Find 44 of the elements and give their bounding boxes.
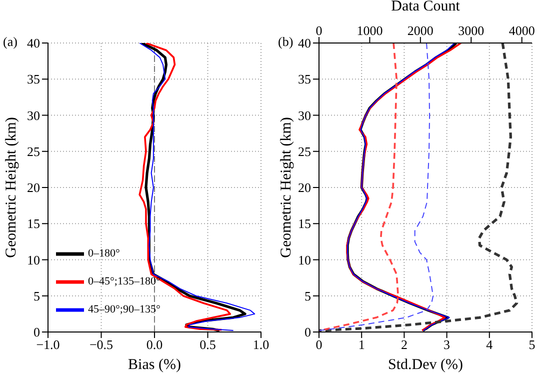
legend-label: 45–90°;90–135° bbox=[88, 304, 160, 316]
y-tick-label: 35 bbox=[298, 72, 311, 87]
x-tick-label: −0.5 bbox=[89, 337, 114, 352]
x-tick-label: 0.0 bbox=[146, 337, 163, 352]
x-axis-title: Std.Dev (%) bbox=[388, 357, 463, 373]
y-tick-label: 15 bbox=[27, 216, 40, 232]
y-axis-title: Geometric Height (km) bbox=[3, 117, 20, 258]
x-tick-label: 0 bbox=[316, 337, 322, 352]
x2-axis-title: Data Count bbox=[391, 0, 461, 15]
chart-title: (b) bbox=[278, 34, 294, 50]
y-tick-label: 0 bbox=[34, 324, 40, 340]
y-tick-label: 30 bbox=[27, 108, 40, 123]
legend-label: 0–180° bbox=[88, 248, 120, 260]
x-tick-label: 4 bbox=[486, 337, 494, 352]
legend-label: 0–45°;135–180° bbox=[88, 276, 160, 288]
y-tick-label: 25 bbox=[298, 144, 311, 159]
y-tick-label: 0 bbox=[304, 324, 311, 340]
x-tick-label: 0.5 bbox=[200, 337, 216, 352]
y-tick-label: 35 bbox=[27, 72, 40, 87]
y-tick-label: 10 bbox=[298, 252, 311, 268]
y-tick-label: 30 bbox=[298, 108, 311, 123]
x-tick-label: 3 bbox=[444, 337, 450, 352]
y-tick-label: 15 bbox=[298, 216, 311, 232]
x2-tick-label: 3000 bbox=[458, 23, 484, 38]
x-tick-label: 1.0 bbox=[252, 337, 270, 352]
x2-tick-label: 0 bbox=[316, 23, 322, 38]
y-tick-label: 25 bbox=[27, 144, 40, 159]
x-tick-label: −1.0 bbox=[36, 337, 60, 352]
x2-tick-label: 4000 bbox=[508, 23, 535, 38]
x2-tick-label: 2000 bbox=[407, 23, 434, 38]
y-tick-label: 20 bbox=[298, 180, 311, 196]
y-tick-label: 10 bbox=[27, 252, 40, 268]
y-axis-title: Geometric Height (km) bbox=[278, 117, 294, 258]
y-tick-label: 20 bbox=[27, 180, 40, 196]
x-tick-label: 5 bbox=[528, 337, 536, 352]
chart-title: (a) bbox=[3, 34, 18, 50]
y-tick-label: 40 bbox=[298, 36, 311, 51]
x-tick-label: 2 bbox=[400, 337, 408, 352]
y-tick-label: 5 bbox=[304, 288, 311, 304]
x2-tick-label: 1000 bbox=[356, 23, 383, 38]
y-tick-label: 5 bbox=[34, 288, 40, 304]
y-tick-label: 40 bbox=[27, 36, 40, 51]
x-tick-label: 1 bbox=[358, 337, 365, 352]
x-axis-title: Bias (%) bbox=[128, 357, 181, 373]
